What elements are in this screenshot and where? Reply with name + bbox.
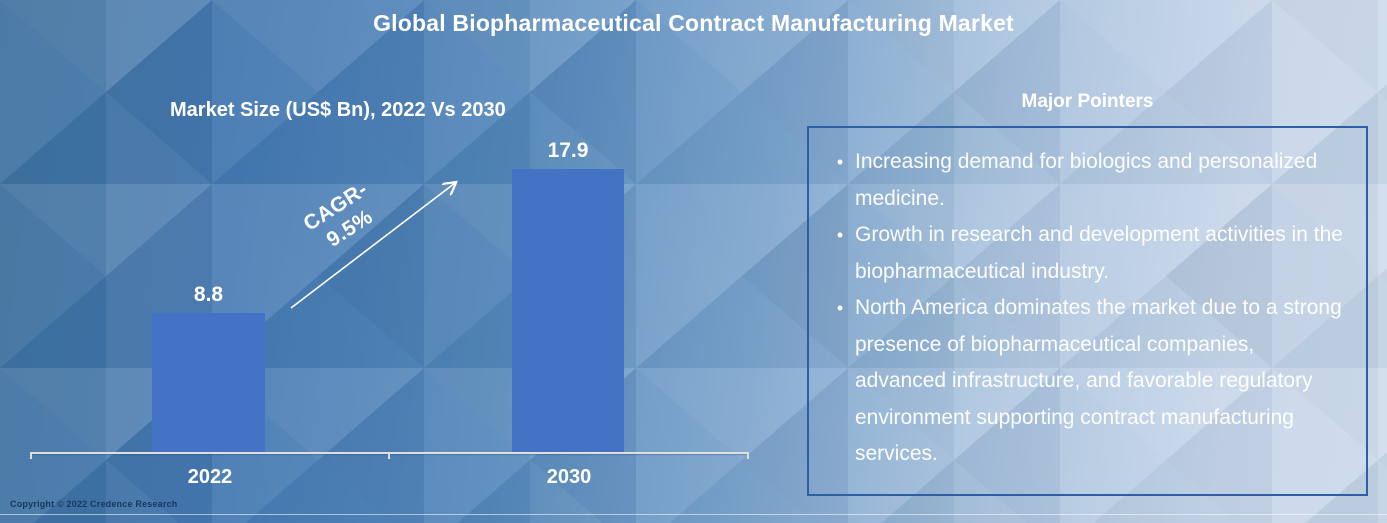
pointer-text: North America dominates the market due t…: [855, 296, 1342, 465]
x-axis-tick: [388, 452, 390, 459]
bar-group-2030: 17.9: [512, 0, 624, 523]
pointers-list: • Increasing demand for biologics and pe…: [809, 128, 1366, 473]
page-title: Global Biopharmaceutical Contract Manufa…: [373, 10, 1014, 36]
x-axis-tick: [30, 452, 32, 459]
pointers-heading: Major Pointers: [1021, 91, 1154, 112]
bottom-divider: [0, 514, 1387, 515]
copyright-text: Copyright © 2022 Credence Research: [10, 499, 178, 509]
x-axis-label-2022: 2022: [187, 466, 233, 488]
bar-group-2022: 8.8: [152, 0, 265, 523]
list-item: • Increasing demand for biologics and pe…: [825, 144, 1348, 217]
cagr-annotation: CAGR- 9.5%: [261, 152, 425, 284]
bullet-dot-icon: •: [836, 225, 844, 245]
chart-title: Market Size (US$ Bn), 2022 Vs 2030: [170, 99, 506, 121]
bar-value-label: 17.9: [547, 139, 589, 162]
pointer-text: Increasing demand for biologics and pers…: [855, 150, 1318, 210]
pointer-text: Growth in research and development activ…: [855, 223, 1343, 283]
x-axis-tick: [747, 452, 749, 459]
bar-value-label: 8.8: [193, 283, 224, 306]
bullet-dot-icon: •: [836, 298, 844, 318]
pointers-box: • Increasing demand for biologics and pe…: [807, 126, 1368, 496]
bar: [152, 313, 265, 452]
bullet-dot-icon: •: [836, 152, 844, 172]
list-item: • Growth in research and development act…: [825, 217, 1348, 290]
list-item: • North America dominates the market due…: [825, 290, 1348, 473]
x-axis-label-2030: 2030: [546, 466, 592, 488]
bar: [512, 169, 624, 452]
